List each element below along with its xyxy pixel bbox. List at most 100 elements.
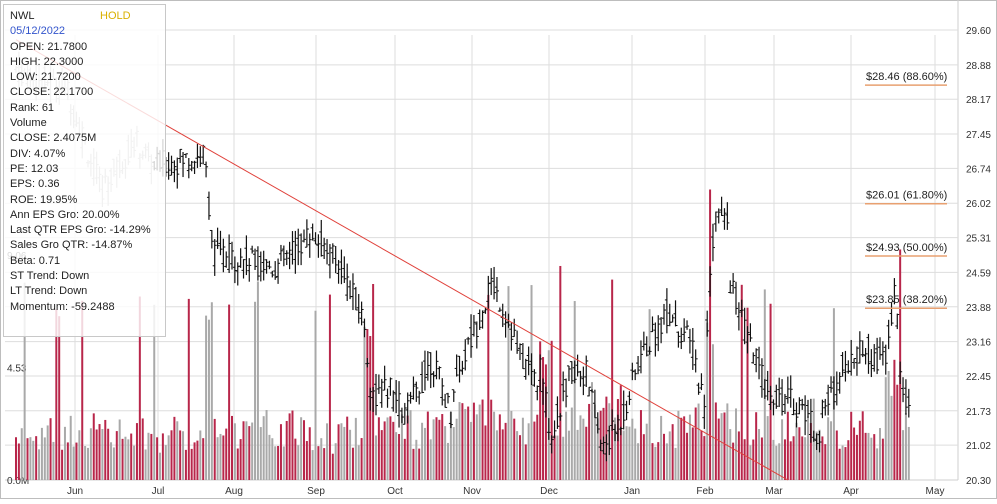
volume-bar — [648, 309, 651, 480]
volume-bar — [66, 442, 69, 480]
info-value: 21.7800 — [47, 40, 88, 53]
volume-bar — [389, 416, 392, 480]
volume-bar — [337, 424, 340, 480]
info-row-div: DIV: 4.07% — [10, 147, 165, 162]
volume-bar — [510, 410, 513, 480]
volume-bar — [121, 438, 124, 480]
volume-bar — [801, 436, 804, 480]
volume-bar — [190, 448, 193, 480]
volume-bar — [40, 427, 43, 480]
price-tick-label: 24.59 — [966, 268, 991, 279]
volume-bar — [150, 433, 153, 480]
volume-bar — [559, 265, 562, 480]
volume-bar — [418, 448, 421, 480]
volume-bar — [300, 417, 303, 480]
volume-bar — [850, 411, 853, 480]
info-label: Ann EPS Gro — [10, 208, 77, 221]
volume-bar — [377, 417, 380, 480]
volume-bar — [498, 414, 501, 480]
volume-bar — [392, 421, 395, 480]
volume-bar — [43, 437, 46, 480]
volume-bar — [323, 448, 326, 480]
fib-level-label: $28.46 (88.60%) — [866, 71, 947, 83]
volume-bar — [461, 403, 464, 480]
info-separator: : — [32, 254, 39, 267]
volume-bar — [464, 409, 467, 480]
volume-bar — [781, 419, 784, 480]
volume-bar — [902, 430, 905, 480]
info-row-last-qtr-eps-gro: Last QTR EPS Gro: -14.29% — [10, 223, 165, 238]
info-value: 12.03 — [30, 162, 59, 175]
info-label: PE — [10, 162, 25, 175]
volume-bar — [340, 423, 343, 480]
info-row-low: LOW: 21.7200 — [10, 70, 165, 85]
volume-bar — [357, 445, 360, 480]
volume-bar — [550, 340, 553, 480]
volume-bar — [876, 448, 879, 480]
volume-bar — [830, 421, 833, 480]
info-row-high: HIGH: 22.3000 — [10, 55, 165, 70]
volume-bar — [167, 435, 170, 480]
volume-bar — [58, 316, 61, 480]
info-row-close: CLOSE: 2.4075M — [10, 131, 165, 146]
volume-bar — [372, 283, 375, 480]
volume-bar — [591, 382, 593, 480]
volume-bar — [663, 433, 665, 480]
info-label: ST Trend — [10, 270, 56, 283]
volume-bar — [475, 414, 478, 480]
volume-bar — [104, 419, 107, 480]
volume-bar — [222, 435, 225, 480]
volume-bar — [156, 437, 159, 480]
volume-bar — [622, 430, 625, 480]
volume-bar — [844, 447, 847, 480]
info-separator: : — [103, 224, 110, 237]
volume-bar — [567, 430, 570, 480]
info-row-beta: Beta: 0.71 — [10, 254, 165, 269]
volume-bar — [556, 435, 559, 480]
volume-bar — [493, 411, 496, 480]
price-tick-label: 22.45 — [966, 372, 991, 383]
volume-bar — [282, 446, 285, 480]
info-label: Volume — [10, 117, 47, 130]
volume-bar — [792, 436, 795, 480]
volume-bar — [614, 417, 617, 480]
volume-bar — [634, 428, 637, 480]
info-value: -14.87% — [91, 239, 133, 252]
volume-bar — [265, 410, 268, 480]
volume-bar — [360, 438, 363, 480]
volume-bar — [98, 424, 101, 480]
volume-bar — [400, 414, 403, 480]
volume-bar — [279, 424, 282, 480]
volume-bar — [196, 440, 199, 480]
volume-bar — [81, 300, 84, 480]
volume-bar — [625, 426, 628, 480]
info-row-ann-eps-gro: Ann EPS Gro: 20.00% — [10, 208, 165, 223]
volume-bar — [639, 410, 642, 480]
volume-bar — [176, 421, 179, 480]
info-value: 4.07% — [34, 147, 66, 160]
info-label: Momentum — [10, 300, 66, 313]
volume-bar — [219, 433, 222, 480]
volume-bar — [228, 304, 231, 480]
info-label: OPEN — [10, 40, 42, 53]
info-label: LT Trend — [10, 285, 54, 298]
volume-bar — [714, 402, 717, 480]
volume-bar — [585, 426, 588, 480]
volume-bar — [855, 434, 858, 480]
volume-bar — [441, 414, 444, 480]
info-label: CLOSE — [10, 86, 48, 99]
volume-bar — [15, 437, 17, 480]
volume-bar — [565, 411, 568, 480]
volume-bar — [694, 407, 697, 480]
info-value: 2.4075M — [53, 132, 97, 145]
info-label: EPS — [10, 178, 33, 191]
info-value: Down — [61, 270, 90, 283]
volume-bar — [726, 403, 729, 480]
volume-bar — [115, 431, 118, 480]
info-separator: : — [65, 300, 72, 313]
month-label: Jan — [624, 486, 640, 497]
volume-bar — [107, 428, 110, 480]
volume-bar — [542, 357, 545, 480]
volume-bar — [867, 432, 870, 480]
volume-bar — [775, 445, 778, 480]
